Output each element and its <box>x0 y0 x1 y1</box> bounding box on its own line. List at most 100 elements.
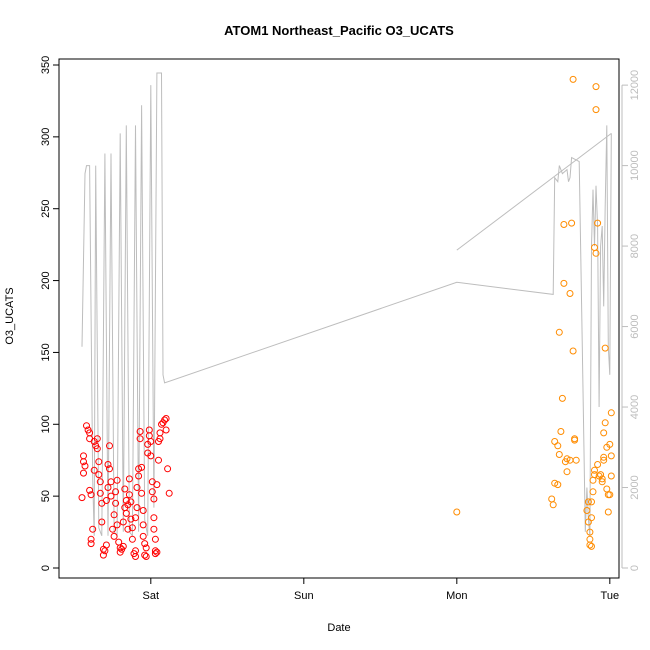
data-point <box>151 535 159 543</box>
y-tick-label: 250 <box>40 200 52 218</box>
data-point <box>142 544 150 552</box>
y-tick-label: 300 <box>40 128 52 146</box>
data-point <box>158 420 165 428</box>
chart-title: ATOM1 Northeast_Pacific O3_UCATS <box>224 23 454 38</box>
data-point <box>607 472 615 480</box>
data-point <box>95 471 103 479</box>
data-point <box>607 409 615 417</box>
data-point <box>571 436 579 444</box>
data-point <box>87 535 95 543</box>
data-point <box>147 452 155 460</box>
data-point <box>549 501 557 509</box>
data-point <box>600 453 608 461</box>
data-point <box>151 547 159 555</box>
data-point <box>148 488 156 496</box>
data-point <box>588 514 595 522</box>
data-point <box>99 551 107 559</box>
data-point <box>153 481 161 489</box>
data-point <box>606 440 614 448</box>
data-point <box>607 452 615 460</box>
data-point <box>145 432 153 440</box>
data-point <box>555 451 563 458</box>
x-tick-label: Tue <box>601 590 620 602</box>
data-point <box>125 475 133 483</box>
data-point <box>139 521 147 529</box>
data-point <box>598 478 606 486</box>
data-point <box>102 541 110 549</box>
data-point <box>78 494 86 502</box>
data-point <box>104 484 112 491</box>
data-point <box>106 442 113 450</box>
data-point <box>592 106 600 114</box>
data-point <box>162 415 170 422</box>
data-point <box>89 525 97 533</box>
data-point <box>598 475 606 483</box>
y2-tick-label: 8000 <box>629 234 641 258</box>
data-point <box>138 463 146 471</box>
data-point <box>604 508 612 516</box>
data-point <box>87 540 95 548</box>
data-point <box>554 442 562 450</box>
data-point <box>153 548 161 556</box>
data-point <box>125 491 133 499</box>
data-point <box>151 550 159 558</box>
data-point <box>99 545 107 553</box>
data-point <box>81 462 89 470</box>
data-point <box>122 497 130 504</box>
data-point <box>554 481 562 489</box>
y2-tick-label: 0 <box>629 565 641 571</box>
data-point <box>98 518 106 526</box>
data-point <box>155 456 162 464</box>
y-tick-label: 150 <box>40 343 52 361</box>
data-point <box>87 491 95 499</box>
data-point <box>121 485 129 493</box>
data-point <box>601 419 609 427</box>
data-point <box>551 438 559 445</box>
data-point <box>165 489 173 497</box>
data-point <box>136 428 144 435</box>
data-point <box>113 521 121 529</box>
data-point <box>110 532 118 540</box>
data-point <box>586 541 594 549</box>
data-point <box>139 507 147 514</box>
data-point <box>162 426 170 434</box>
altitude-line-segment <box>81 72 612 538</box>
data-point <box>139 532 147 540</box>
data-point <box>122 509 130 517</box>
y-tick-label: 350 <box>40 56 52 74</box>
data-point <box>80 469 87 477</box>
data-point <box>127 515 135 523</box>
data-point <box>86 486 94 494</box>
data-point <box>584 498 592 506</box>
data-point <box>132 553 139 560</box>
data-point <box>603 485 611 493</box>
x-tick-label: Mon <box>446 590 467 602</box>
data-point <box>110 511 118 519</box>
x-tick-label: Sat <box>143 590 160 602</box>
data-point <box>93 445 101 453</box>
data-point <box>586 535 594 543</box>
data-point <box>586 528 594 536</box>
data-point <box>96 478 104 486</box>
data-point <box>161 416 169 424</box>
data-point <box>142 553 150 560</box>
data-point <box>93 435 101 443</box>
data-point <box>150 495 158 503</box>
data-point <box>560 279 568 287</box>
altitude-line-segment <box>456 133 612 251</box>
data-point <box>145 426 153 434</box>
data-point <box>591 466 598 474</box>
x-axis: Sat Sun Mon Tue <box>143 578 620 602</box>
plot-area <box>78 72 615 560</box>
data-point <box>600 429 608 437</box>
data-point <box>133 504 141 512</box>
data-point <box>119 518 127 526</box>
data-point <box>583 507 591 514</box>
y-axis: 0 50 100 150 200 250 300 350 <box>40 56 60 571</box>
y-axis-label: O3_UCATS <box>4 287 16 344</box>
y-tick-label: 200 <box>40 271 52 289</box>
data-point <box>557 428 565 435</box>
y-tick-label: 100 <box>40 415 52 433</box>
data-point <box>102 497 110 504</box>
data-point <box>150 514 158 522</box>
